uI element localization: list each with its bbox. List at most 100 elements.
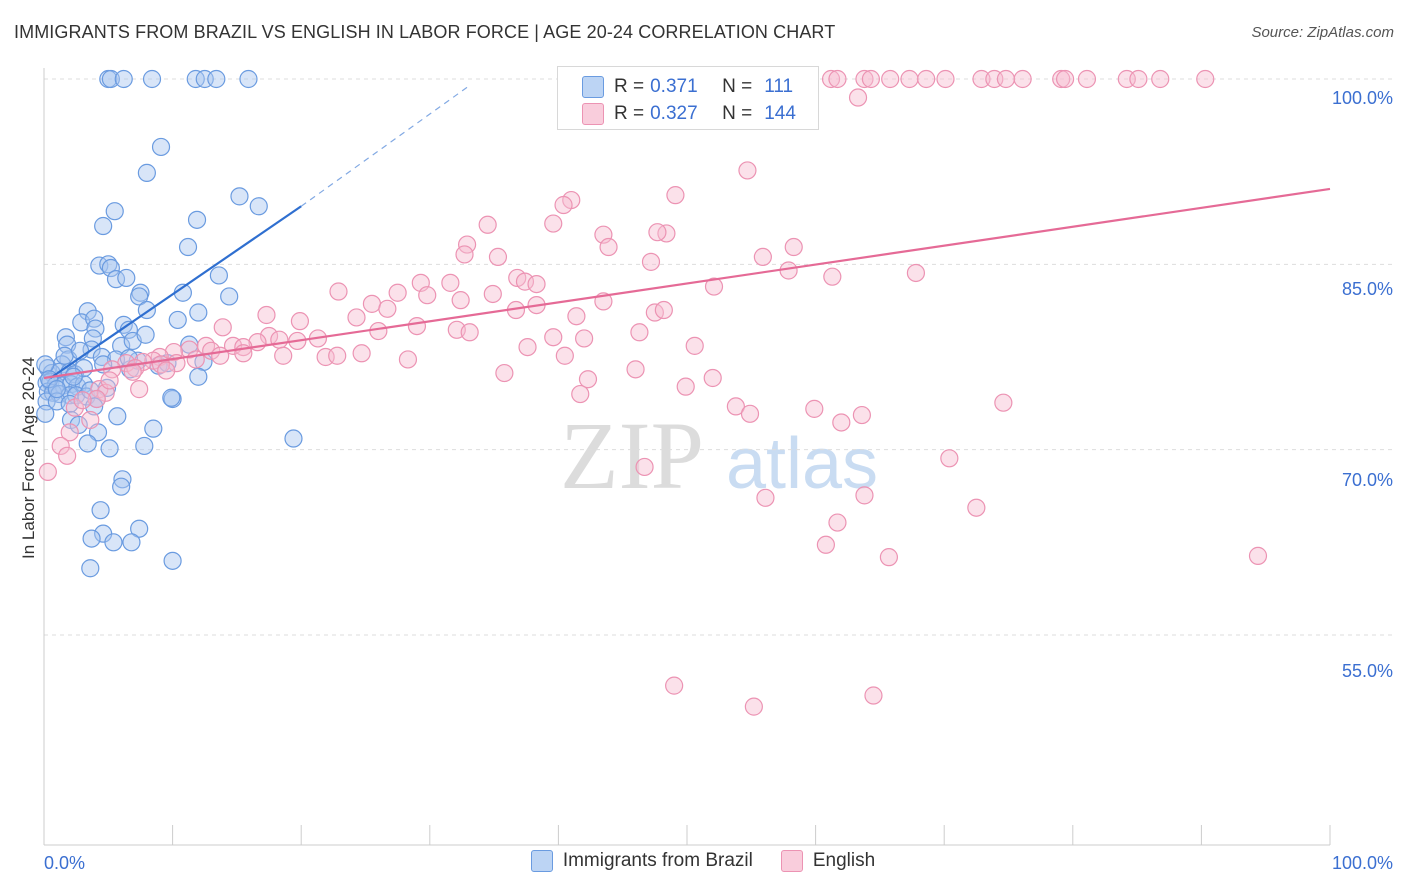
english-point bbox=[51, 436, 70, 456]
english-point bbox=[654, 300, 673, 320]
english-point bbox=[1052, 69, 1071, 89]
brazil-point bbox=[220, 287, 239, 306]
r-label: R = bbox=[614, 76, 645, 97]
english-trend-line bbox=[43, 187, 1331, 380]
english-point bbox=[369, 321, 388, 341]
brazil-point bbox=[104, 533, 123, 552]
brazil-point bbox=[47, 380, 66, 399]
english-point bbox=[328, 346, 347, 365]
stats-row-brazil: R = 0.371 N = 111 bbox=[582, 73, 793, 101]
english-point bbox=[378, 299, 397, 318]
brazil-point bbox=[168, 310, 187, 330]
legend-english-label: English bbox=[812, 850, 876, 871]
english-point bbox=[398, 350, 418, 369]
english-point bbox=[495, 363, 514, 383]
english-point bbox=[58, 446, 77, 465]
brazil-point bbox=[92, 347, 111, 367]
english-point bbox=[1129, 69, 1148, 89]
english-point bbox=[73, 391, 92, 410]
brazil-point bbox=[112, 477, 131, 496]
english-point bbox=[213, 318, 232, 337]
english-point bbox=[157, 361, 176, 380]
english-point bbox=[832, 413, 851, 432]
english-point bbox=[515, 272, 535, 291]
brazil-point bbox=[78, 302, 97, 321]
english-point bbox=[180, 340, 199, 359]
english-point bbox=[828, 513, 847, 532]
english-point bbox=[666, 186, 685, 205]
legend-item-english[interactable]: English bbox=[780, 850, 876, 872]
brazil-point bbox=[122, 533, 141, 552]
english-point bbox=[270, 330, 289, 349]
english-point bbox=[123, 362, 142, 381]
english-point bbox=[855, 486, 874, 505]
brazil-point bbox=[163, 551, 182, 570]
english-point bbox=[257, 305, 276, 325]
english-point bbox=[816, 535, 835, 554]
english-point bbox=[527, 274, 546, 294]
english-point bbox=[940, 449, 959, 468]
chart-title: IMMIGRANTS FROM BRAZIL VS ENGLISH IN LAB… bbox=[14, 22, 836, 42]
english-point bbox=[630, 323, 649, 342]
watermark-atlas: atlas bbox=[726, 424, 878, 504]
english-point bbox=[881, 69, 900, 89]
x-tick-label-max: 100.0% bbox=[1332, 853, 1393, 873]
english-point bbox=[805, 399, 824, 418]
english-point bbox=[994, 393, 1013, 412]
stats-row-english: R = 0.327 N = 144 bbox=[582, 100, 796, 128]
english-point bbox=[738, 161, 757, 180]
brazil-point bbox=[135, 436, 154, 456]
brazil-trend-extension bbox=[300, 85, 469, 207]
series-brazil-points bbox=[36, 69, 303, 578]
english-point bbox=[852, 405, 871, 425]
english-point bbox=[864, 686, 883, 705]
english-point bbox=[641, 252, 661, 271]
english-point bbox=[451, 291, 470, 310]
brazil-point bbox=[114, 69, 133, 89]
brazil-point bbox=[78, 434, 97, 453]
english-point bbox=[756, 488, 775, 507]
brazil-point bbox=[55, 346, 74, 365]
english-point bbox=[87, 389, 106, 409]
english-point bbox=[1196, 69, 1215, 89]
english-point bbox=[164, 342, 183, 362]
legend-item-brazil[interactable]: Immigrants from Brazil bbox=[530, 850, 753, 872]
brazil-point bbox=[113, 470, 132, 489]
brazil-point bbox=[230, 187, 249, 206]
y-tick-label: 85.0% bbox=[1342, 279, 1393, 299]
english-point bbox=[418, 286, 437, 305]
brazil-point bbox=[81, 559, 100, 578]
english-point bbox=[726, 397, 745, 416]
english-point bbox=[329, 282, 348, 301]
english-point bbox=[1151, 69, 1170, 89]
brazil-point bbox=[108, 407, 127, 426]
english-point bbox=[555, 346, 574, 365]
english-point bbox=[1248, 546, 1268, 565]
english-point bbox=[316, 347, 335, 367]
brazil-point bbox=[144, 419, 163, 438]
english-point bbox=[704, 277, 724, 296]
y-axis-label: In Labor Force | Age 20-24 bbox=[19, 357, 38, 559]
tick-labels: 100.0% 85.0% 70.0% 55.0% 0.0% 100.0% bbox=[44, 88, 1393, 873]
english-point bbox=[967, 498, 986, 517]
english-point bbox=[1077, 69, 1097, 89]
english-point bbox=[544, 214, 563, 233]
english-point bbox=[571, 384, 590, 404]
english-point bbox=[518, 338, 537, 357]
brazil-point bbox=[91, 501, 110, 520]
brazil-point bbox=[163, 389, 182, 409]
english-point bbox=[753, 247, 772, 267]
english-point bbox=[347, 308, 366, 327]
axes bbox=[43, 68, 1331, 846]
english-point bbox=[599, 237, 618, 257]
english-swatch bbox=[582, 103, 604, 125]
english-point bbox=[861, 69, 880, 89]
english-point bbox=[1055, 69, 1075, 89]
english-point bbox=[130, 380, 149, 399]
english-point bbox=[388, 283, 407, 302]
brazil-point bbox=[94, 216, 113, 236]
english-point bbox=[828, 69, 847, 89]
english-point bbox=[478, 215, 497, 234]
n-label: N = bbox=[722, 76, 753, 97]
